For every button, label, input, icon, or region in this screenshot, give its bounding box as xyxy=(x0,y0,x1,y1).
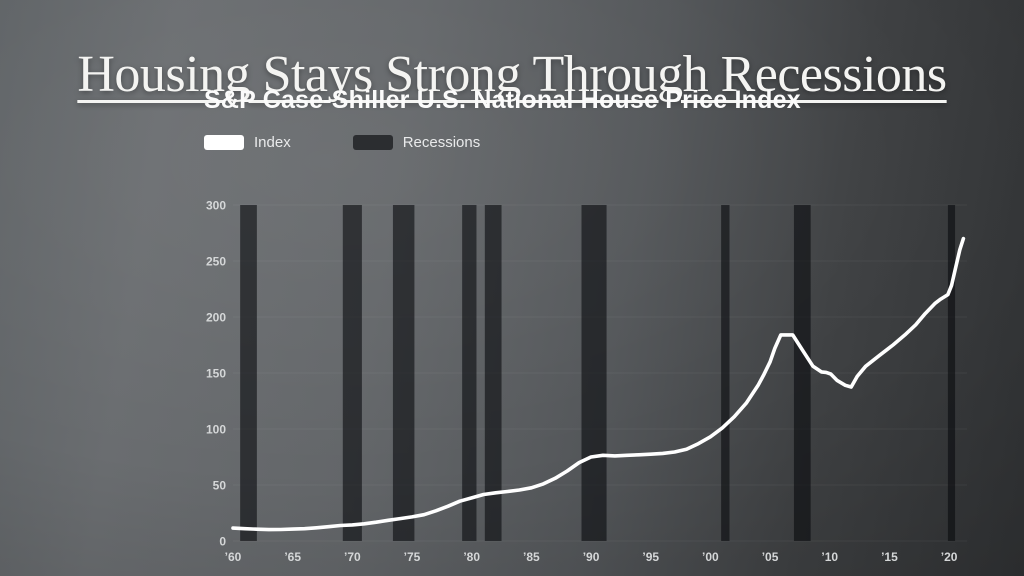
x-tick-label: ’95 xyxy=(642,550,659,564)
index-legend-label: Index xyxy=(254,134,291,151)
x-tick-label: ’80 xyxy=(463,550,480,564)
y-tick-label: 200 xyxy=(206,311,226,325)
x-tick-label: ’75 xyxy=(404,550,421,564)
x-tick-label: ’00 xyxy=(702,550,719,564)
y-tick-label: 300 xyxy=(206,199,226,213)
index-line xyxy=(231,236,966,532)
x-tick-label: ’85 xyxy=(523,550,540,564)
index-legend-swatch xyxy=(204,135,244,150)
x-tick-label: ’05 xyxy=(762,550,779,564)
recession-band xyxy=(392,205,415,541)
y-tick-label: 250 xyxy=(206,255,226,269)
x-tick-label: ’90 xyxy=(583,550,600,564)
recession-band xyxy=(240,205,257,541)
recession-band xyxy=(581,205,607,541)
slide-title: Housing Stays Strong Through Recessions xyxy=(77,45,947,103)
y-tick-label: 100 xyxy=(206,423,226,437)
x-tick-label: ’70 xyxy=(344,550,361,564)
y-tick-label: 150 xyxy=(206,367,226,381)
x-tick-label: ’20 xyxy=(941,550,958,564)
x-tick-label: ’65 xyxy=(284,550,301,564)
recession-band xyxy=(947,205,956,541)
legend-item-index: Index xyxy=(204,134,291,151)
y-tick-label: 0 xyxy=(219,535,226,549)
x-tick-label: ’10 xyxy=(821,550,838,564)
recession-band xyxy=(462,205,477,541)
recession-band xyxy=(484,205,502,541)
legend-item-recessions: Recessions xyxy=(352,134,481,151)
recession-band xyxy=(342,205,362,541)
y-tick-label: 50 xyxy=(213,479,227,493)
chart-legend: Index Recessions xyxy=(204,134,480,151)
recession-band xyxy=(793,205,811,541)
recession-band xyxy=(721,205,730,541)
x-tick-label: ’60 xyxy=(225,550,242,564)
recessions-legend-label: Recessions xyxy=(402,134,481,151)
x-tick-label: ’15 xyxy=(881,550,898,564)
recessions-legend-swatch xyxy=(352,135,393,150)
chart-subtitle: S&P Case-Shiller U.S. National House Pri… xyxy=(204,86,801,114)
